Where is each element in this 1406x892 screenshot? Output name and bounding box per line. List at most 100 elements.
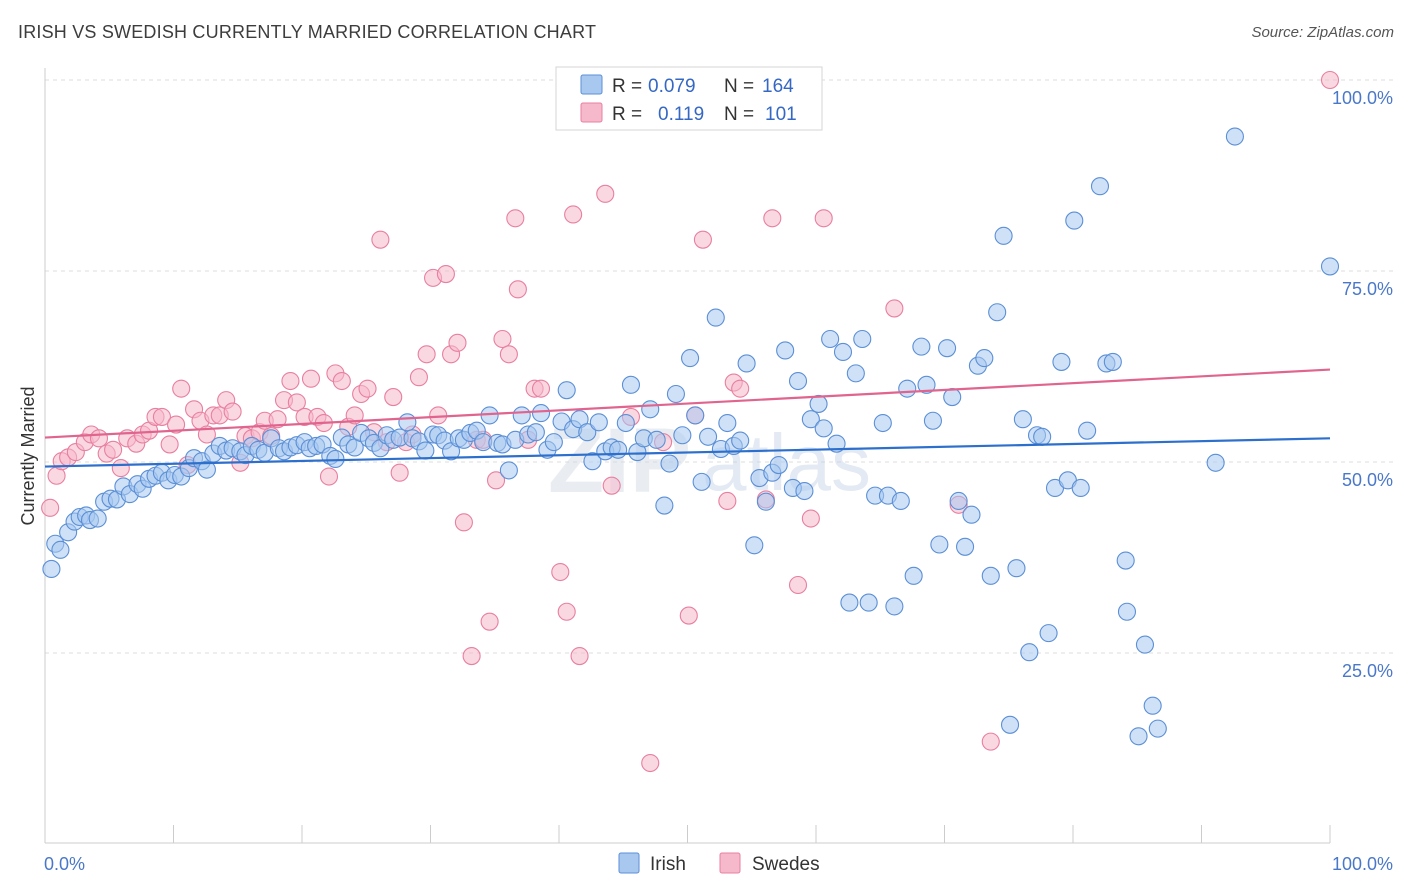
irish-point-114 — [769, 456, 788, 475]
irish-point-8 — [88, 509, 107, 528]
irish-point-136 — [912, 337, 931, 356]
swedes-point-62 — [448, 333, 467, 352]
swedes-point-68 — [486, 471, 506, 490]
irish-point-174 — [1320, 257, 1340, 276]
swedes-point-17 — [160, 435, 179, 454]
chart-title: IRISH VS SWEDISH CURRENTLY MARRIED CORRE… — [18, 22, 597, 42]
axes — [44, 68, 1331, 844]
irish-point-155 — [1033, 427, 1052, 446]
irish-point-140 — [938, 339, 957, 358]
irish-point-170 — [1143, 696, 1162, 715]
irish-point-89 — [609, 440, 628, 459]
irish-point-150 — [1000, 715, 1020, 734]
irish-point-146 — [975, 349, 994, 368]
irish-point-25 — [197, 460, 216, 479]
irish-point-142 — [949, 491, 968, 511]
irish-point-103 — [699, 427, 718, 446]
irish-point-109 — [737, 354, 756, 373]
y-tick-label-75: 75.0% — [1342, 279, 1393, 299]
irish-point-128 — [859, 593, 878, 612]
legend-swatch-irish — [580, 74, 603, 95]
irish-point-120 — [809, 394, 828, 413]
irish-point-173 — [1225, 127, 1244, 146]
swedes-point-34 — [268, 410, 287, 429]
irish-point-137 — [917, 375, 936, 394]
swedes-point-72 — [508, 280, 527, 299]
irish-point-169 — [1135, 635, 1155, 654]
irish-point-165 — [1103, 352, 1122, 371]
irish-point-148 — [988, 303, 1007, 322]
swedes-point-37 — [287, 393, 306, 412]
swedes-point-16 — [152, 407, 171, 426]
irish-point-56 — [398, 413, 417, 432]
swedes-point-70 — [499, 345, 518, 364]
irish-point-141 — [943, 388, 962, 407]
legend-n-label-swedes: N = — [724, 104, 754, 125]
irish-point-112 — [756, 492, 775, 511]
irish-point-95 — [647, 430, 666, 449]
swedes-point-88 — [718, 491, 737, 511]
swedes-trend-line — [44, 368, 1331, 439]
irish-point-102 — [692, 472, 711, 491]
irish-point-127 — [853, 329, 872, 349]
swedes-point-95 — [814, 209, 833, 228]
irish-point-147 — [981, 566, 1000, 585]
trend-lines — [44, 368, 1331, 468]
legend-n-value-swedes: 101 — [765, 104, 797, 125]
legend-r-label-irish: R = — [612, 76, 642, 97]
irish-point-168 — [1129, 727, 1148, 746]
y-tick-label-25: 25.0% — [1342, 661, 1393, 681]
irish-point-76 — [526, 423, 545, 442]
grid-lines — [45, 79, 1395, 654]
irish-point-91 — [621, 375, 641, 394]
swedes-point-80 — [596, 184, 615, 203]
irish-point-135 — [904, 566, 923, 585]
irish-point-144 — [962, 505, 981, 524]
irish-point-101 — [686, 406, 705, 425]
swedes-point-92 — [763, 209, 782, 228]
swedes-point-79 — [570, 647, 589, 666]
irish-point-167 — [1117, 602, 1137, 621]
x-tick-label-min: 0.0% — [44, 854, 85, 874]
swedes-point-10 — [111, 459, 130, 478]
bottom-legend-label-swedes: Swedes — [752, 854, 820, 875]
irish-point-132 — [885, 597, 904, 616]
irish-point-72 — [499, 461, 518, 480]
irish-point-125 — [840, 593, 859, 612]
legend-swatch-swedes — [580, 102, 603, 123]
swedes-point-52 — [384, 388, 403, 407]
swedes-point-19 — [172, 379, 191, 398]
series-legend: Irish Swedes — [618, 852, 820, 875]
swedes-point-50 — [371, 230, 390, 249]
swedes-point-96 — [885, 299, 904, 318]
irish-point-99 — [673, 426, 692, 445]
x-tick-labels: 0.0% 100.0% — [44, 854, 1393, 874]
source-label: Source: ZipAtlas.com — [1251, 24, 1394, 41]
irish-point-79 — [544, 433, 563, 452]
irish-point-2 — [51, 540, 70, 559]
irish-point-97 — [660, 454, 679, 473]
irish-point-74 — [512, 406, 531, 425]
irish-point-81 — [557, 381, 576, 400]
irish-point-90 — [616, 413, 635, 433]
swedes-point-85 — [679, 606, 698, 625]
irish-point-108 — [731, 431, 750, 450]
irish-point-133 — [891, 491, 910, 511]
swedes-point-67 — [480, 612, 499, 631]
swedes-point-75 — [531, 379, 551, 398]
irish-point-115 — [776, 341, 795, 360]
irish-point-0 — [42, 559, 61, 579]
swedes-point-18 — [167, 415, 186, 434]
irish-point-117 — [788, 371, 808, 391]
irish-point-172 — [1206, 453, 1225, 472]
swedes-point-94 — [801, 509, 820, 528]
legend-n-value-irish: 164 — [762, 76, 794, 97]
irish-point-123 — [827, 434, 846, 453]
swedes-point-71 — [506, 209, 525, 228]
irish-point-59 — [416, 441, 435, 460]
irish-point-86 — [589, 413, 608, 432]
swedes-point-64 — [462, 647, 481, 666]
bottom-legend-label-irish: Irish — [650, 854, 686, 875]
irish-point-122 — [821, 329, 840, 349]
